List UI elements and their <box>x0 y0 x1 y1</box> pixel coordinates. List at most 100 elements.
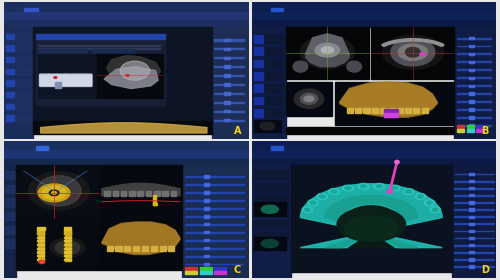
Ellipse shape <box>418 195 424 198</box>
FancyBboxPatch shape <box>48 74 58 87</box>
Ellipse shape <box>344 216 398 241</box>
Bar <box>160 246 166 251</box>
Circle shape <box>39 260 45 264</box>
Bar <box>5 212 15 220</box>
Polygon shape <box>104 67 158 88</box>
Bar <box>466 125 474 128</box>
Bar <box>457 101 491 102</box>
Polygon shape <box>306 34 350 62</box>
Bar <box>204 263 210 265</box>
Bar <box>469 45 474 47</box>
Bar <box>254 84 262 92</box>
Ellipse shape <box>37 176 81 206</box>
Bar <box>214 267 226 270</box>
Bar <box>6 115 14 121</box>
Bar <box>469 61 474 63</box>
FancyBboxPatch shape <box>82 74 92 87</box>
Bar <box>469 237 474 239</box>
Bar <box>185 200 244 201</box>
Bar <box>38 45 160 46</box>
Bar <box>469 201 474 204</box>
Bar <box>16 165 100 218</box>
Bar <box>214 84 244 85</box>
Ellipse shape <box>262 239 278 248</box>
Ellipse shape <box>390 41 394 44</box>
Ellipse shape <box>374 183 384 189</box>
Bar <box>100 219 182 270</box>
Bar <box>38 255 44 256</box>
Bar <box>4 159 248 165</box>
Bar <box>204 183 210 186</box>
Bar <box>4 27 34 139</box>
Bar <box>364 108 370 113</box>
Bar <box>454 252 494 253</box>
Bar <box>64 231 70 261</box>
Ellipse shape <box>320 195 325 198</box>
Bar <box>252 20 496 27</box>
Ellipse shape <box>412 39 417 41</box>
Ellipse shape <box>396 40 400 42</box>
Bar <box>150 246 157 251</box>
Bar <box>469 194 474 197</box>
Bar <box>224 39 230 41</box>
Bar <box>34 121 212 134</box>
Bar <box>254 183 288 192</box>
Ellipse shape <box>300 36 354 69</box>
Ellipse shape <box>331 190 337 193</box>
Bar <box>36 34 166 39</box>
Bar <box>185 216 244 217</box>
Bar <box>469 77 474 79</box>
Bar <box>469 124 474 127</box>
Bar <box>4 20 248 27</box>
Bar <box>457 53 491 54</box>
Ellipse shape <box>440 44 444 46</box>
Bar <box>6 114 31 122</box>
Ellipse shape <box>50 238 84 257</box>
Bar <box>185 248 244 249</box>
Bar <box>355 108 362 113</box>
Ellipse shape <box>403 189 414 195</box>
Bar <box>38 259 44 260</box>
Bar <box>4 150 248 159</box>
Bar <box>204 231 210 234</box>
Bar <box>252 159 496 165</box>
Bar <box>129 191 134 196</box>
Bar <box>204 215 210 218</box>
Bar <box>224 66 230 68</box>
Bar <box>254 96 284 105</box>
Bar <box>252 141 496 150</box>
Polygon shape <box>102 222 180 253</box>
Ellipse shape <box>321 47 334 53</box>
Ellipse shape <box>416 39 420 41</box>
Bar <box>224 92 230 95</box>
Bar <box>454 202 494 203</box>
Bar <box>469 223 474 225</box>
Bar <box>204 199 210 202</box>
Bar <box>138 191 143 196</box>
Ellipse shape <box>398 39 403 42</box>
Bar <box>16 219 100 270</box>
Bar <box>457 129 464 132</box>
Bar <box>37 230 44 234</box>
Bar <box>142 246 148 251</box>
Bar <box>457 117 491 118</box>
Ellipse shape <box>302 207 312 213</box>
Bar <box>185 240 244 241</box>
Bar <box>414 108 420 113</box>
Bar <box>38 231 44 261</box>
Bar <box>469 108 474 111</box>
Bar <box>290 165 452 272</box>
Bar <box>214 111 244 112</box>
Bar <box>6 44 31 52</box>
Bar <box>6 34 14 39</box>
Bar <box>185 232 244 233</box>
Bar <box>6 56 31 64</box>
Bar <box>6 67 31 76</box>
Bar <box>454 259 494 260</box>
Ellipse shape <box>308 200 318 206</box>
FancyBboxPatch shape <box>83 75 92 85</box>
Ellipse shape <box>424 200 434 206</box>
Bar <box>212 27 248 139</box>
Bar <box>214 120 244 121</box>
Bar <box>252 150 496 159</box>
